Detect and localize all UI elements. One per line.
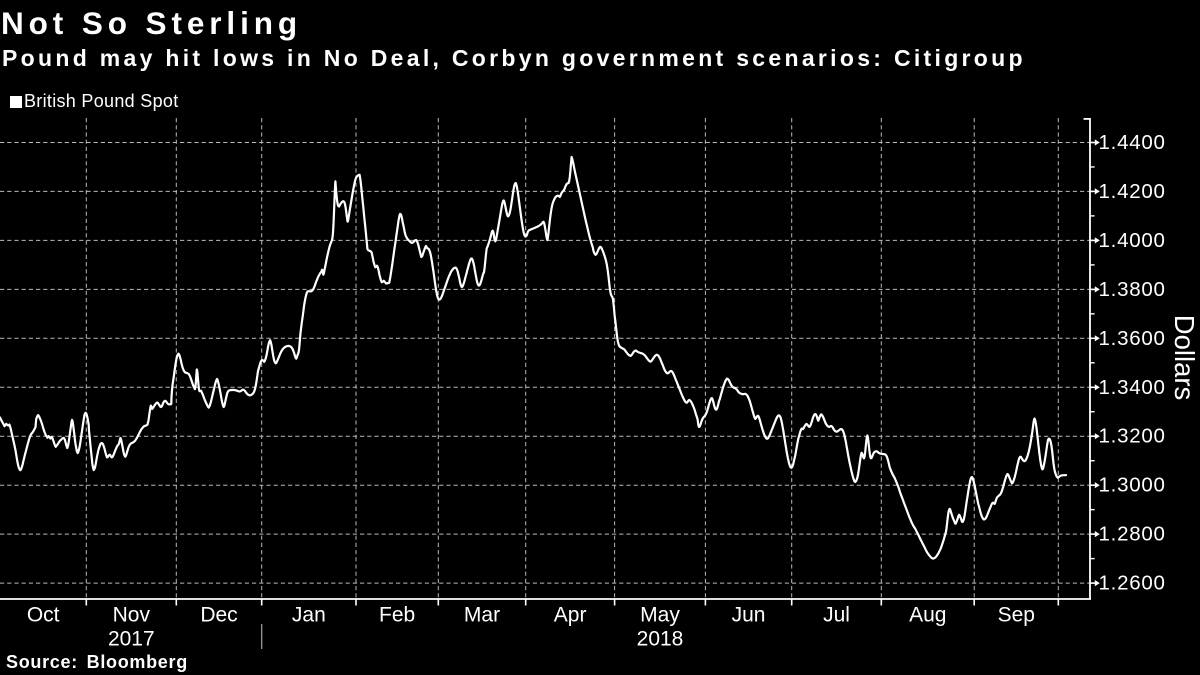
svg-text:1.3400: 1.3400 [1099,376,1166,399]
svg-text:1.3800: 1.3800 [1099,278,1166,301]
svg-text:Apr: Apr [554,604,587,627]
svg-text:Jun: Jun [732,604,766,627]
svg-text:2017: 2017 [108,628,155,651]
svg-text:Feb: Feb [379,604,415,627]
svg-text:Jul: Jul [823,604,850,627]
svg-text:Nov: Nov [113,604,151,627]
svg-text:1.4000: 1.4000 [1099,229,1166,252]
svg-text:1.3200: 1.3200 [1099,425,1166,448]
svg-text:1.2600: 1.2600 [1099,572,1166,595]
svg-text:Jan: Jan [292,604,326,627]
svg-text:Aug: Aug [909,604,946,627]
svg-text:1.3000: 1.3000 [1099,474,1166,497]
svg-text:Mar: Mar [464,604,500,627]
svg-text:1.4400: 1.4400 [1099,131,1166,154]
svg-text:2018: 2018 [637,628,684,651]
svg-text:1.3600: 1.3600 [1099,327,1166,350]
svg-text:1.2800: 1.2800 [1099,523,1166,546]
svg-text:Dec: Dec [200,604,237,627]
svg-text:1.4200: 1.4200 [1099,180,1166,203]
svg-text:Sep: Sep [998,604,1035,627]
svg-text:Oct: Oct [27,604,60,627]
svg-text:Dollars: Dollars [1169,315,1200,401]
svg-text:May: May [640,604,680,627]
